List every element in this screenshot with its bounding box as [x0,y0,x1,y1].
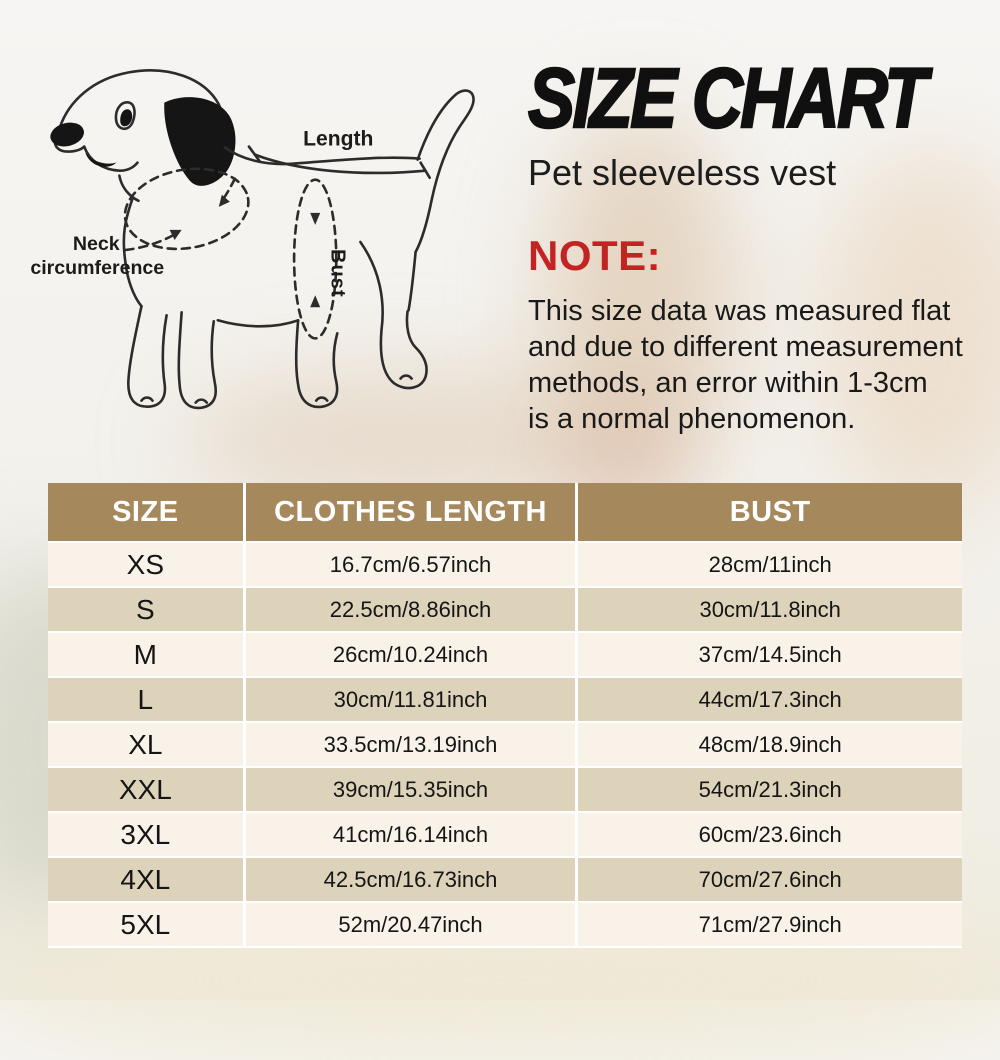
cell-bust: 60cm/23.6inch [575,813,962,856]
table-row-s: S 22.5cm/8.86inch 30cm/11.8inch [48,588,962,633]
dog-nose [50,122,84,147]
cell-size: XL [128,728,163,760]
cell-size: XS [126,548,165,580]
cell-clothes-length: 39cm/15.35inch [242,768,576,811]
note-line: and due to different measurement [528,331,963,363]
cell-bust: 54cm/21.3inch [575,768,962,811]
cell-size: 4XL [120,863,171,895]
dog-measurement-diagram: Length Neck circumference Bust [28,48,510,450]
table-row-xxl: XXL 39cm/15.35inch 54cm/21.3inch [48,768,962,813]
cell-clothes-length: 22.5cm/8.86inch [242,588,576,631]
cell-bust: 37cm/14.5inch [575,633,962,676]
cell-clothes-length: 33.5cm/13.19inch [242,723,576,766]
length-measure-line [253,153,427,175]
cell-clothes-length: 41cm/16.14inch [242,813,576,856]
note-line: methods, an error within 1-3cm [528,367,928,399]
cell-clothes-length: 16.7cm/6.57inch [242,543,576,586]
table-row-xl: XL 33.5cm/13.19inch 48cm/18.9inch [48,723,962,768]
header-cell-bust: BUST [575,483,962,541]
dog-eye [114,101,136,131]
cell-size: L [137,683,154,715]
cell-clothes-length: 52m/20.47inch [242,903,576,946]
cell-clothes-length: 42.5cm/16.73inch [242,858,576,901]
table-row-xs: XS 16.7cm/6.57inch 28cm/11inch [48,543,962,588]
table-row-l: L 30cm/11.81inch 44cm/17.3inch [48,678,962,723]
table-row-3xl: 3XL 41cm/16.14inch 60cm/23.6inch [48,813,962,858]
cell-size: M [133,638,157,670]
table-row-m: M 26cm/10.24inch 37cm/14.5inch [48,633,962,678]
infographic: Length Neck circumference Bust SIZE CHAR… [28,48,988,948]
cell-size: 3XL [120,818,171,850]
neck-measure-ellipse [123,167,250,251]
note-heading: NOTE: [528,232,662,279]
dog-tail [414,89,475,254]
table-row-5xl: 5XL 52m/20.47inch 71cm/27.9inch [48,903,962,948]
cell-bust: 44cm/17.3inch [575,678,962,721]
dog-illustration: Length Neck circumference Bust [30,69,475,410]
length-label: Length [303,128,373,151]
cell-clothes-length: 30cm/11.81inch [242,678,576,721]
table-header-row: SIZE CLOTHES LENGTH BUST [48,483,962,543]
note-line: is a normal phenomenon. [528,403,856,435]
header-cell-size: SIZE [112,495,179,528]
product-subtitle: Pet sleeveless vest [528,152,837,193]
cell-bust: 28cm/11inch [575,543,962,586]
bust-label: Bust [326,249,348,298]
neck-pointer-line [124,232,177,252]
cell-bust: 70cm/27.6inch [575,858,962,901]
dog-ear [164,97,236,186]
neck-label-line1: Neck [73,233,120,255]
cell-bust: 71cm/27.9inch [575,903,962,946]
dog-mouth [85,152,117,167]
neck-arrow-line [221,177,237,202]
cell-size: 5XL [120,908,171,940]
note-text: This size data was measured flat and due… [528,293,988,437]
header-cell-clothes-length: CLOTHES LENGTH [242,483,576,541]
cell-size: XXL [118,773,172,805]
header-text-block: SIZE CHART Pet sleeveless vest NOTE: Thi… [527,51,988,437]
cell-bust: 48cm/18.9inch [575,723,962,766]
neck-label-line2: circumference [30,257,164,279]
cell-bust: 30cm/11.8inch [575,588,962,631]
table-row-4xl: 4XL 42.5cm/16.73inch 70cm/27.6inch [48,858,962,903]
note-line: This size data was measured flat [528,295,951,327]
cell-clothes-length: 26cm/10.24inch [242,633,576,676]
page-title: SIZE CHART [527,51,928,145]
cell-size: S [135,593,155,625]
bust-measure-ellipse [292,178,338,340]
size-table: SIZE CLOTHES LENGTH BUST XS 16.7cm/6.57i… [48,483,962,948]
